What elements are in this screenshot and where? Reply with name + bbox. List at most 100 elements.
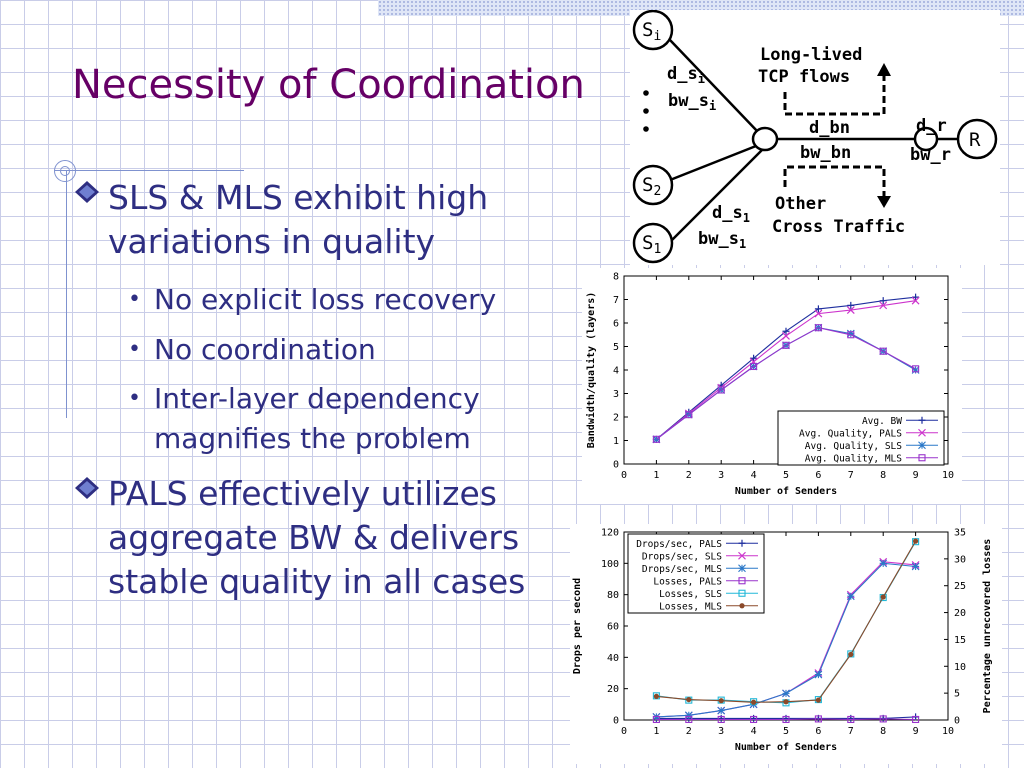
y2-tick-label: 15 <box>954 635 966 646</box>
legend-label: Avg. BW <box>862 416 902 427</box>
y-tick-label: 40 <box>607 653 619 664</box>
sub-bullet-dot-icon: • <box>128 280 141 320</box>
bullet-1: SLS & MLS exhibit high variations in qua… <box>72 176 582 264</box>
sub-bullet-2: • No coordination <box>128 330 568 370</box>
y-tick-label: 60 <box>607 622 619 633</box>
diamond-bullet-icon <box>72 475 102 501</box>
bullet-1-text: SLS & MLS exhibit high variations in qua… <box>108 176 582 264</box>
legend-label: Avg. Quality, SLS <box>805 441 903 452</box>
data-point <box>686 697 691 702</box>
legend-label: Avg. Quality, PALS <box>799 428 902 439</box>
x-tick-label: 1 <box>653 470 659 481</box>
y-tick-label: 20 <box>607 684 619 695</box>
drops-losses-chart: 0 1 2 3 4 5 6 7 8 9 100204060801001200510152025303… <box>570 524 1002 764</box>
decor-inner-circle-icon <box>60 166 70 176</box>
x-axis-label: Number of Senders <box>735 742 837 753</box>
data-point <box>913 539 918 544</box>
y-tick-label: 3 <box>613 389 619 400</box>
x-tick-label: 7 <box>848 726 854 737</box>
series-line <box>656 719 915 720</box>
svg-text:d_si: d_si <box>667 64 705 86</box>
x-tick-label: 0 <box>621 470 627 481</box>
data-point <box>718 707 725 714</box>
y-tick-label: 0 <box>613 460 619 471</box>
svg-text:bw_s1: bw_s1 <box>698 229 746 251</box>
data-point <box>751 700 756 705</box>
diamond-bullet-icon <box>72 179 102 205</box>
sub-bullet-3: • Inter-layer dependency magnifies the p… <box>128 379 548 459</box>
y-tick-label: 8 <box>613 272 619 283</box>
d-r-label: d_r <box>916 116 947 136</box>
y-tick-label: 120 <box>601 528 619 539</box>
y-axis-label: Bandwidth/quality (layers) <box>585 292 597 449</box>
legend-marker <box>739 565 746 572</box>
y-tick-label: 100 <box>601 559 619 570</box>
y-tick-label: 5 <box>613 342 619 353</box>
bottleneck-router-node <box>753 128 777 150</box>
x-tick-label: 8 <box>880 470 886 481</box>
x-tick-label: 3 <box>718 726 724 737</box>
legend-label: Avg. Quality, MLS <box>805 453 903 464</box>
x-tick-label: 2 <box>686 726 692 737</box>
x-tick-label: 6 <box>815 726 821 737</box>
x-tick-label: 9 <box>913 470 919 481</box>
sub-bullet-2-text: No coordination <box>154 330 568 370</box>
svg-text:bw_si: bw_si <box>668 91 716 113</box>
bullet-2-text: PALS effectively utilizes aggregate BW &… <box>108 472 572 604</box>
x-tick-label: 4 <box>751 726 757 737</box>
data-point <box>783 699 788 704</box>
y2-tick-label: 30 <box>954 554 966 565</box>
data-point <box>880 560 887 567</box>
cross-traffic-label-1: Other <box>775 194 826 214</box>
sub-bullet-dot-icon: • <box>128 330 141 370</box>
legend-label: Losses, SLS <box>659 589 722 600</box>
data-point <box>816 698 821 703</box>
y-tick-label: 4 <box>613 366 619 377</box>
sub-bullet-1: • No explicit loss recovery <box>128 280 568 320</box>
y-tick-label: 1 <box>613 436 619 447</box>
tcp-flows-label-1: Long-lived <box>760 45 862 65</box>
decor-vertical-line <box>66 170 67 418</box>
y2-tick-label: 20 <box>954 608 966 619</box>
sub-bullet-3-text: Inter-layer dependency magnifies the pro… <box>154 379 548 459</box>
legend-label: Drops/sec, MLS <box>642 564 722 575</box>
tcp-flows-label-2: TCP flows <box>758 67 850 87</box>
data-point <box>815 671 822 678</box>
sub-bullet-dot-icon: • <box>128 379 141 419</box>
data-point <box>912 563 919 570</box>
x-tick-label: 0 <box>621 726 627 737</box>
data-point <box>912 294 919 301</box>
y-tick-label: 0 <box>613 716 619 727</box>
y-tick-label: 7 <box>613 295 619 306</box>
cross-traffic-label-2: Cross Traffic <box>772 217 905 237</box>
x-tick-label: 5 <box>783 726 789 737</box>
decor-horizontal-line <box>54 170 244 171</box>
y2-tick-label: 0 <box>954 716 960 727</box>
x-tick-label: 7 <box>848 470 854 481</box>
d-bn-label: d_bn <box>809 118 850 138</box>
y2-tick-label: 10 <box>954 662 966 673</box>
data-point <box>881 594 886 599</box>
network-diagram: Si S2 S1 R d_si bw_si d_s1 bw_s1 d_bn bw… <box>630 10 1000 265</box>
bw-bn-label: bw_bn <box>800 143 851 163</box>
cross-arrowhead-icon <box>877 196 891 208</box>
legend-label: Drops/sec, PALS <box>636 539 722 550</box>
x-tick-label: 4 <box>751 470 757 481</box>
data-point <box>783 690 790 697</box>
x-tick-label: 2 <box>686 470 692 481</box>
sub-bullet-1-text: No explicit loss recovery <box>154 280 568 320</box>
legend-label: Losses, PALS <box>653 576 722 587</box>
legend-marker <box>919 442 926 449</box>
y-tick-label: 6 <box>613 319 619 330</box>
x-tick-label: 5 <box>783 470 789 481</box>
y-axis-label: Drops per second <box>572 578 583 674</box>
x-tick-label: 10 <box>942 726 954 737</box>
y2-tick-label: 5 <box>954 689 960 700</box>
x-axis-label: Number of Senders <box>735 486 837 497</box>
receiver-label: R <box>969 129 981 151</box>
svg-text:d_s1: d_s1 <box>712 203 750 225</box>
y-tick-label: 2 <box>613 413 619 424</box>
x-tick-label: 9 <box>913 726 919 737</box>
legend-label: Losses, MLS <box>659 601 722 612</box>
data-point <box>848 652 853 657</box>
